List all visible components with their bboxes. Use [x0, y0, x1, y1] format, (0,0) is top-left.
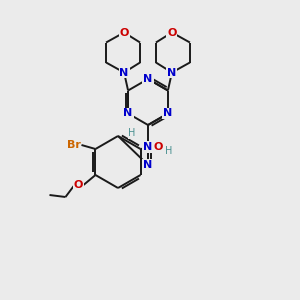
Text: O: O	[74, 180, 83, 190]
Text: O: O	[119, 28, 129, 38]
Text: N: N	[143, 74, 153, 84]
Text: H: H	[165, 146, 172, 156]
Text: H: H	[128, 128, 136, 138]
Text: O: O	[154, 142, 163, 152]
Text: O: O	[167, 28, 177, 38]
Text: H: H	[155, 141, 163, 151]
Text: N: N	[143, 160, 153, 170]
Text: N: N	[167, 68, 176, 77]
Text: Br: Br	[67, 140, 80, 150]
Text: N: N	[119, 68, 129, 77]
Text: N: N	[143, 142, 153, 152]
Text: N: N	[163, 109, 172, 118]
Text: N: N	[124, 109, 133, 118]
